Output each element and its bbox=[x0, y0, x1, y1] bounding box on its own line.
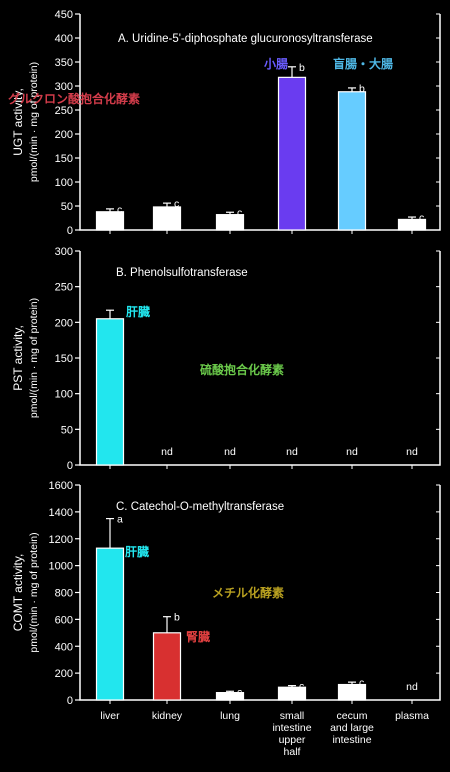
x-tick-label: kidney bbox=[152, 710, 183, 722]
y-tick-label: 150 bbox=[55, 153, 73, 165]
y-axis-label: UGT activity, bbox=[11, 88, 25, 156]
y-axis-label: pmol/(min · mg of protein) bbox=[28, 62, 40, 182]
y-tick-label: 100 bbox=[55, 177, 73, 189]
y-tick-label: 600 bbox=[55, 614, 73, 626]
y-tick-label: 450 bbox=[55, 9, 73, 21]
x-tick-label: and large bbox=[330, 722, 374, 734]
y-tick-label: 350 bbox=[55, 57, 73, 69]
significance-letter: b bbox=[299, 62, 305, 74]
nd-label: nd bbox=[161, 446, 173, 458]
bar bbox=[152, 206, 182, 231]
axes-frame bbox=[79, 14, 441, 231]
significance-letter: c bbox=[419, 212, 424, 224]
nd-label: nd bbox=[406, 446, 418, 458]
x-tick-label: lung bbox=[220, 710, 240, 722]
chart-title: A. Uridine-5'-diphosphate glucuronosyltr… bbox=[118, 33, 373, 45]
significance-letter: c bbox=[359, 677, 364, 689]
chart-panel-1: 0 50 100 150 200 250 300 350 400 450 UGT activity,… bbox=[8, 9, 441, 237]
y-tick-label: 200 bbox=[55, 129, 73, 141]
annotation-label: 肝臓 bbox=[125, 544, 149, 559]
significance-letter: c bbox=[237, 686, 242, 698]
y-tick-label: 400 bbox=[55, 33, 73, 45]
bar bbox=[277, 76, 307, 231]
nd-label: nd bbox=[224, 446, 236, 458]
y-tick-label: 0 bbox=[67, 460, 73, 472]
significance-letter: c bbox=[299, 681, 304, 693]
x-tick-label: half bbox=[284, 746, 301, 758]
annotation-label: 盲腸・大腸 bbox=[333, 56, 393, 71]
y-tick-label: 1200 bbox=[49, 534, 73, 546]
nd-label: nd bbox=[286, 446, 298, 458]
x-category-labels: liver kidney lung smallintestineupperhalfce… bbox=[100, 710, 429, 758]
x-tick-label: small bbox=[280, 710, 305, 722]
axes-frame bbox=[79, 251, 441, 466]
bar bbox=[337, 91, 367, 231]
y-tick-label: 200 bbox=[55, 317, 73, 329]
y-tick-label: 300 bbox=[55, 246, 73, 258]
significance-letter: b bbox=[359, 83, 365, 95]
y-tick-label: 50 bbox=[61, 201, 73, 213]
annotation-label: 小腸 bbox=[264, 56, 288, 71]
significance-letter: c bbox=[117, 204, 122, 216]
y-axis-label: COMT activity, bbox=[11, 554, 25, 632]
y-tick-label: 100 bbox=[55, 389, 73, 401]
significance-letter: a bbox=[117, 514, 123, 526]
bar bbox=[152, 632, 182, 701]
nd-label: nd bbox=[406, 681, 418, 693]
y-axis-label: pmol/(min · mg of protein) bbox=[28, 532, 40, 652]
y-axis-label: pmol/(min · mg of protein) bbox=[28, 298, 40, 418]
annotation-label: グルクロン酸抱合化酵素 bbox=[8, 91, 140, 106]
chart-panel-3: 0 200 400 600 800 1000 1200 1400 1600 COMT activi… bbox=[11, 480, 441, 707]
y-tick-label: 1400 bbox=[49, 507, 73, 519]
annotation-label: メチル化酵素 bbox=[212, 585, 284, 600]
x-tick-label: cecum bbox=[337, 710, 368, 722]
chart-title: B. Phenolsulfotransferase bbox=[116, 267, 248, 279]
x-tick-label: plasma bbox=[395, 710, 429, 722]
y-tick-label: 50 bbox=[61, 424, 73, 436]
x-tick-label: upper bbox=[279, 734, 306, 746]
y-tick-label: 0 bbox=[67, 695, 73, 707]
bar bbox=[95, 547, 125, 701]
y-tick-label: 250 bbox=[55, 282, 73, 294]
y-tick-label: 200 bbox=[55, 668, 73, 680]
y-tick-label: 250 bbox=[55, 105, 73, 117]
x-tick-label: intestine bbox=[332, 734, 371, 746]
x-tick-label: intestine bbox=[272, 722, 311, 734]
chart-title: C. Catechol-O-methyltransferase bbox=[116, 501, 284, 513]
y-tick-label: 1600 bbox=[49, 480, 73, 492]
nd-label: nd bbox=[346, 446, 358, 458]
annotation-label: 硫酸抱合化酵素 bbox=[200, 362, 284, 377]
y-tick-label: 0 bbox=[67, 225, 73, 237]
y-tick-label: 400 bbox=[55, 641, 73, 653]
y-tick-label: 1000 bbox=[49, 561, 73, 573]
x-tick-label: liver bbox=[100, 710, 120, 722]
chart-panel-2: 0 50 100 150 200 250 300 PST activity, pmol/(min… bbox=[11, 246, 441, 472]
y-axis-label: PST activity, bbox=[11, 325, 25, 391]
significance-letter: b bbox=[174, 612, 180, 624]
bar bbox=[95, 318, 125, 466]
significance-letter: c bbox=[237, 207, 242, 219]
annotation-label: 肝臓 bbox=[126, 304, 150, 319]
significance-letter: c bbox=[174, 198, 179, 210]
annotation-label: 腎臓 bbox=[186, 629, 210, 644]
y-tick-label: 300 bbox=[55, 81, 73, 93]
y-tick-label: 150 bbox=[55, 353, 73, 365]
y-tick-label: 800 bbox=[55, 588, 73, 600]
